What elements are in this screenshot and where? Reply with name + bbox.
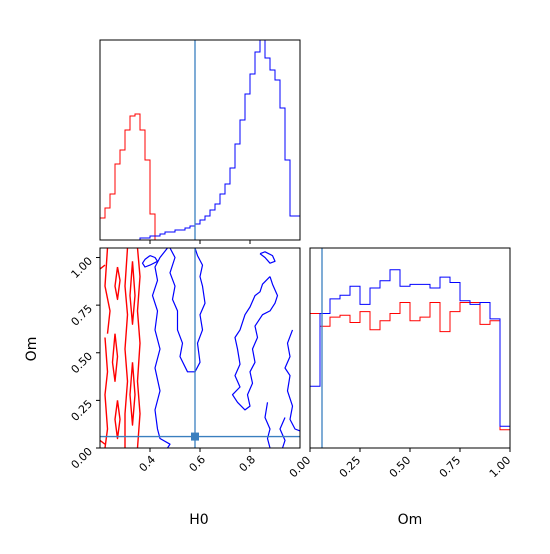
contour-line-series-1 [151, 248, 171, 448]
om-hist-xtick-label: 0.00 [287, 454, 314, 481]
contour-line-series-0 [129, 261, 136, 325]
om-histogram-axes: 0.00 0.25 0.50 0.75 1.00 [287, 247, 514, 481]
contour-line-series-0 [114, 400, 121, 440]
contour-line-series-0 [104, 248, 111, 334]
contour-line-series-0 [100, 264, 106, 270]
contour-line-series-1 [259, 251, 276, 264]
contour-line-series-0 [129, 362, 136, 426]
om-hist-series-0 [310, 302, 510, 448]
h0-histogram-axes [99, 39, 301, 244]
contour-line-series-0 [111, 333, 119, 382]
contour-xtick-label: 0.8 [237, 453, 259, 475]
contour-ytick-label: 0.00 [69, 445, 96, 472]
truth-marker [191, 432, 199, 441]
contour-line-series-1 [169, 248, 206, 373]
contour-line-series-1 [279, 417, 286, 448]
om-hist-xtick-label: 0.50 [387, 454, 414, 481]
om-hist-xtick-label: 1.00 [487, 454, 514, 481]
om-hist-frame [309, 247, 511, 449]
contour-line-series-0 [114, 266, 121, 301]
h0-hist-series-1 [100, 40, 300, 240]
h0-om-contour-axes: 0.4 0.6 0.8 0.00 0.25 0.50 0.75 1.00 [69, 247, 301, 475]
contour-xtick-label: 0.6 [187, 453, 209, 475]
om-hist-series-1 [310, 269, 510, 448]
contour-line-series-1 [231, 276, 279, 411]
contour-line-series-1 [141, 255, 159, 268]
om-hist-xtick-label: 0.75 [437, 454, 464, 481]
contour-line-series-0 [100, 439, 106, 445]
contour-line-series-1 [264, 402, 271, 448]
contour-ytick-label: 0.50 [69, 350, 96, 377]
contour-xtick-label: 0.4 [137, 453, 159, 475]
h0-hist-series-0 [100, 113, 300, 240]
om-hist-xtick-label: 0.25 [337, 454, 364, 481]
y-axis-label-om: Om [24, 337, 40, 362]
x-axis-label-h0: H0 [189, 512, 208, 528]
contour-line-series-1 [284, 329, 300, 432]
contour-ytick-label: 0.25 [69, 397, 96, 424]
x-axis-label-om: Om [398, 512, 423, 528]
contour-line-series-0 [124, 248, 129, 448]
contour-line-series-0 [136, 248, 141, 448]
contour-line-series-0 [104, 337, 109, 448]
contour-ytick-label: 0.75 [69, 302, 96, 329]
contour-ytick-label: 1.00 [69, 254, 96, 281]
